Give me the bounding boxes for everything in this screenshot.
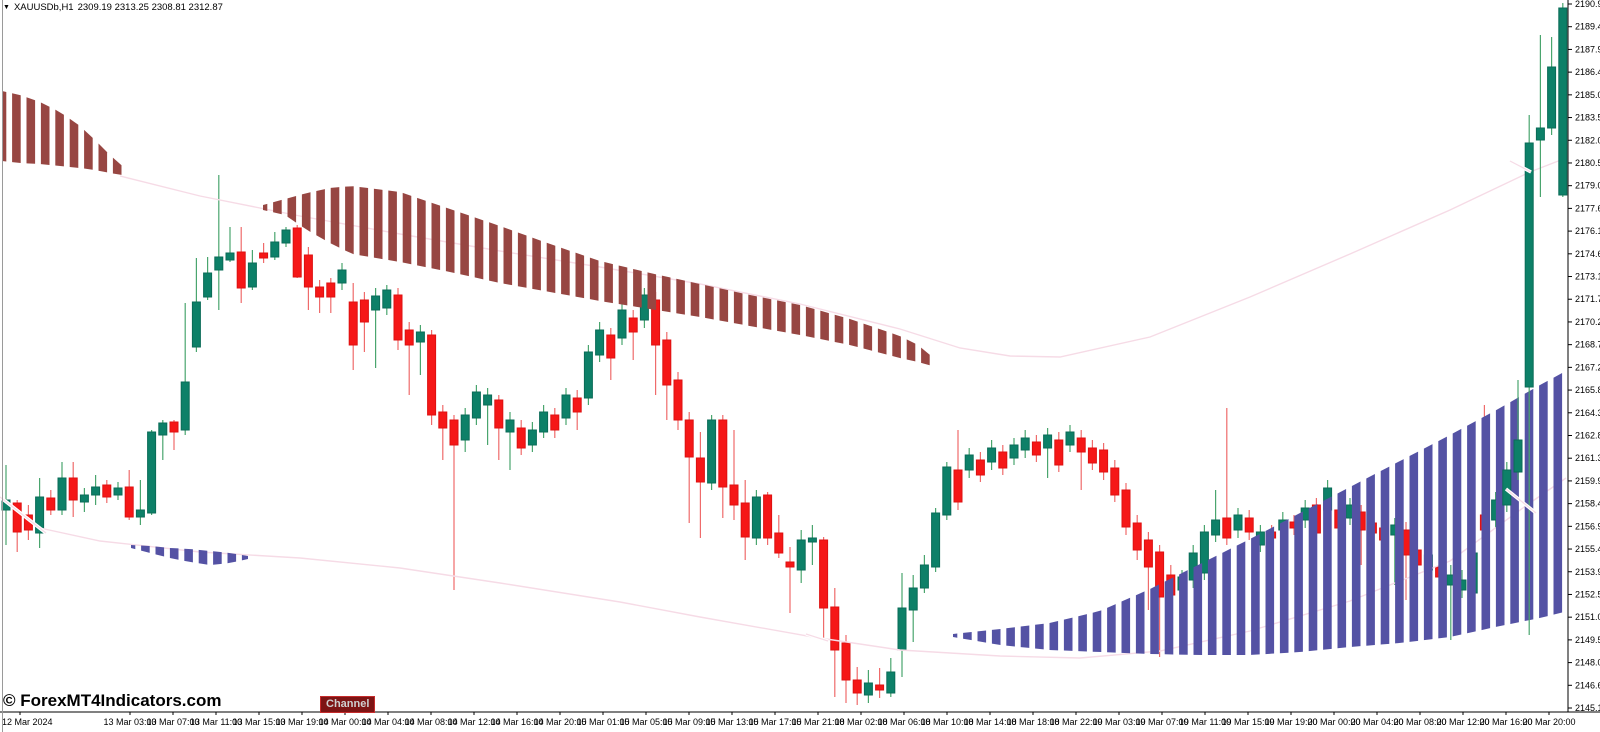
svg-text:20 Mar 16:00: 20 Mar 16:00 [1479,717,1532,727]
svg-text:19 Mar 11:00: 19 Mar 11:00 [1179,717,1231,727]
svg-text:18 Mar 06:00: 18 Mar 06:00 [877,717,930,727]
svg-text:14 Mar 16:00: 14 Mar 16:00 [490,717,543,727]
svg-text:2148.05: 2148.05 [1575,658,1600,668]
svg-text:18 Mar 18:00: 18 Mar 18:00 [1006,717,1059,727]
time-scale[interactable] [0,712,1600,732]
svg-text:2155.45: 2155.45 [1575,544,1600,554]
svg-text:2170.20: 2170.20 [1575,317,1600,327]
svg-text:2152.50: 2152.50 [1575,589,1600,599]
price-scale[interactable] [1540,0,1600,712]
svg-text:2156.90: 2156.90 [1575,521,1600,531]
svg-text:20 Mar 12:00: 20 Mar 12:00 [1436,717,1489,727]
chart-header: ▼ XAUUSDb,H1 2309.19 2313.25 2308.81 231… [3,2,223,13]
svg-text:18 Mar 14:00: 18 Mar 14:00 [963,717,1016,727]
svg-text:14 Mar 20:00: 14 Mar 20:00 [533,717,586,727]
svg-text:19 Mar 03:00: 19 Mar 03:00 [1092,717,1145,727]
svg-text:2153.95: 2153.95 [1575,567,1600,577]
svg-text:13 Mar 19:00: 13 Mar 19:00 [275,717,328,727]
svg-text:2179.05: 2179.05 [1575,181,1600,191]
svg-text:2182.05: 2182.05 [1575,135,1600,145]
svg-text:2176.10: 2176.10 [1575,226,1600,236]
svg-text:2161.35: 2161.35 [1575,453,1600,463]
svg-text:2167.25: 2167.25 [1575,362,1600,372]
svg-text:2145.10: 2145.10 [1575,703,1600,713]
svg-text:13 Mar 03:00: 13 Mar 03:00 [103,717,156,727]
svg-text:12 Mar 2024: 12 Mar 2024 [2,717,53,727]
svg-text:2162.85: 2162.85 [1575,430,1600,440]
svg-text:2173.15: 2173.15 [1575,272,1600,282]
svg-text:15 Mar 05:00: 15 Mar 05:00 [619,717,672,727]
svg-text:15 Mar 17:00: 15 Mar 17:00 [748,717,801,727]
symbol-dropdown-icon[interactable]: ▼ [3,4,10,11]
svg-text:2165.80: 2165.80 [1575,385,1600,395]
svg-text:13 Mar 11:00: 13 Mar 11:00 [190,717,242,727]
svg-text:18 Mar 02:00: 18 Mar 02:00 [834,717,887,727]
svg-text:2187.95: 2187.95 [1575,44,1600,54]
svg-text:15 Mar 09:00: 15 Mar 09:00 [662,717,715,727]
svg-text:2158.40: 2158.40 [1575,499,1600,509]
svg-text:2177.60: 2177.60 [1575,203,1600,213]
svg-text:20 Mar 00:00: 20 Mar 00:00 [1307,717,1360,727]
svg-text:14 Mar 00:00: 14 Mar 00:00 [318,717,371,727]
svg-text:19 Mar 15:00: 19 Mar 15:00 [1221,717,1274,727]
svg-text:20 Mar 08:00: 20 Mar 08:00 [1393,717,1446,727]
svg-text:14 Mar 12:00: 14 Mar 12:00 [447,717,500,727]
svg-text:20 Mar 20:00: 20 Mar 20:00 [1522,717,1575,727]
svg-text:19 Mar 19:00: 19 Mar 19:00 [1264,717,1317,727]
svg-text:15 Mar 13:00: 15 Mar 13:00 [705,717,758,727]
svg-text:18 Mar 10:00: 18 Mar 10:00 [920,717,973,727]
symbol-timeframe-label: XAUUSDb,H1 [13,2,74,13]
svg-text:2186.45: 2186.45 [1575,67,1600,77]
svg-text:2149.55: 2149.55 [1575,635,1600,645]
ohlc-quote-label: 2309.19 2313.25 2308.81 2312.87 [77,2,223,13]
svg-text:15 Mar 01:00: 15 Mar 01:00 [576,717,629,727]
svg-text:2180.55: 2180.55 [1575,158,1600,168]
svg-text:2164.30: 2164.30 [1575,408,1600,418]
svg-text:2159.90: 2159.90 [1575,476,1600,486]
svg-text:2190.90: 2190.90 [1575,0,1600,9]
svg-text:2146.60: 2146.60 [1575,680,1600,690]
svg-text:2171.70: 2171.70 [1575,294,1600,304]
channel-indicator-label: Channel [320,696,376,713]
svg-text:14 Mar 04:00: 14 Mar 04:00 [361,717,414,727]
forexmt4indicators-watermark: © ForexMT4Indicators.com [3,691,222,710]
svg-text:19 Mar 07:00: 19 Mar 07:00 [1135,717,1188,727]
svg-text:2168.75: 2168.75 [1575,340,1600,350]
svg-text:2174.65: 2174.65 [1575,249,1600,259]
svg-text:14 Mar 08:00: 14 Mar 08:00 [404,717,457,727]
svg-text:20 Mar 04:00: 20 Mar 04:00 [1350,717,1403,727]
svg-text:2189.40: 2189.40 [1575,22,1600,32]
svg-text:13 Mar 15:00: 13 Mar 15:00 [232,717,285,727]
svg-text:2151.00: 2151.00 [1575,612,1600,622]
svg-text:2183.50: 2183.50 [1575,113,1600,123]
svg-text:2185.00: 2185.00 [1575,90,1600,100]
window-left-border [2,0,3,732]
svg-text:13 Mar 07:00: 13 Mar 07:00 [146,717,199,727]
svg-text:18 Mar 22:00: 18 Mar 22:00 [1049,717,1102,727]
svg-text:15 Mar 21:00: 15 Mar 21:00 [791,717,844,727]
